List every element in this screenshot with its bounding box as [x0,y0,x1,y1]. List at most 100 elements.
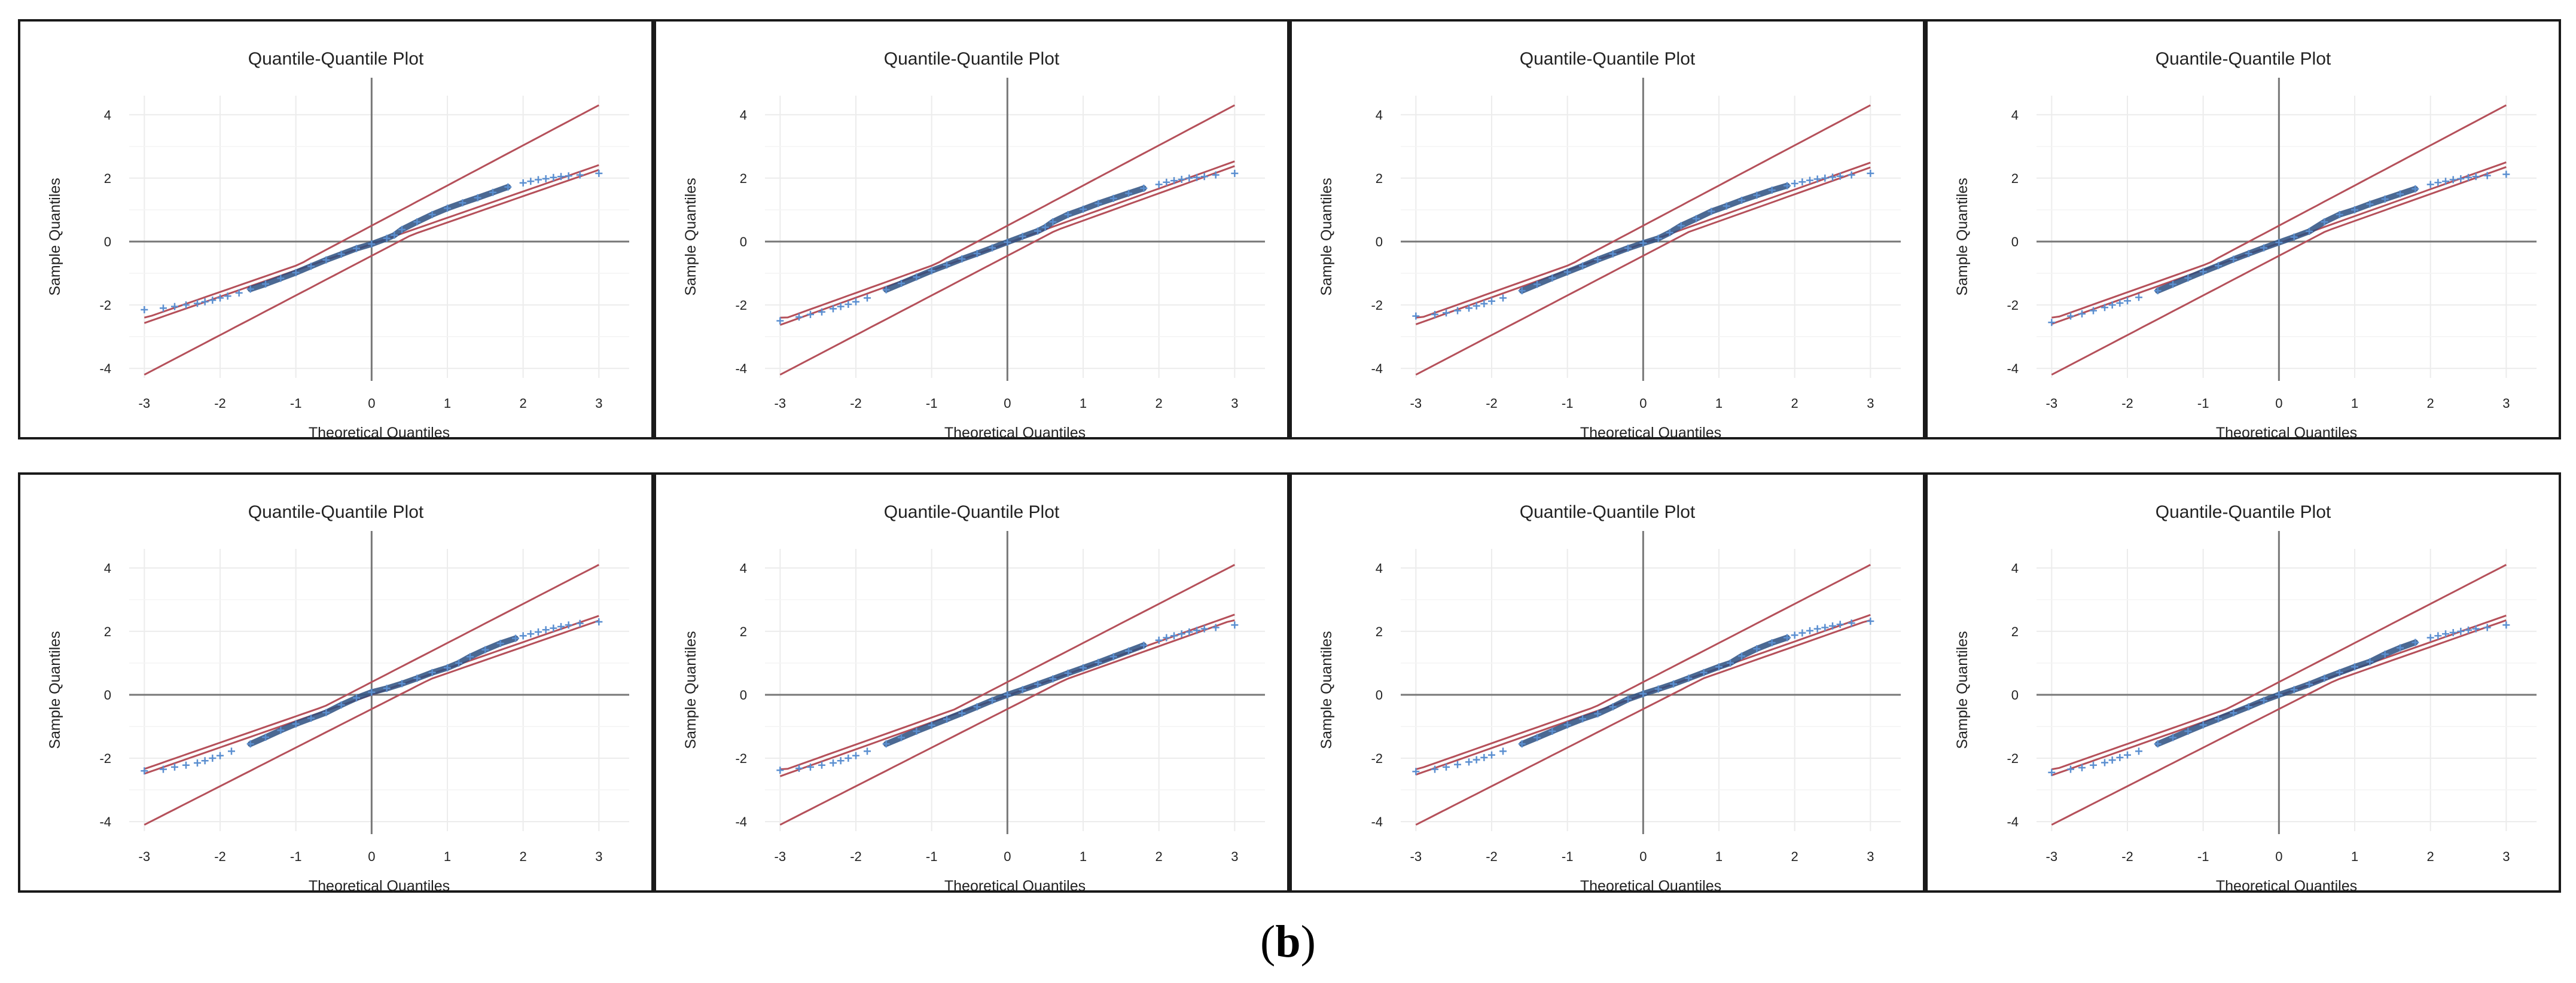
sample-point [1064,210,1072,218]
x-tick-label: 0 [1639,849,1647,864]
y-tick-label: -4 [735,814,747,829]
sample-point [830,759,837,767]
x-axis-label: Theoretical Quantiles [1580,425,1721,439]
y-tick-label: -4 [735,361,747,376]
sample-point [557,622,565,630]
y-tick-label: 0 [1376,234,1383,249]
sample-point [246,740,254,748]
sample-point [504,183,512,191]
sample-point [542,175,550,182]
x-tick-label: 3 [595,849,602,864]
sample-point [2108,301,2116,309]
x-tick-label: 0 [1004,396,1011,411]
sample-point [818,761,825,769]
sample-point [398,225,406,233]
y-tick-label: 0 [104,688,111,703]
sample-point [182,761,190,769]
sample-point [898,279,905,287]
sample-point [292,720,300,728]
sample-point [2412,639,2419,646]
sample-point [413,218,421,226]
sample-point [2101,304,2108,312]
x-tick-label: -3 [139,396,151,411]
sample-point [1140,184,1148,192]
sample-point [1041,224,1049,231]
y-axis-label: Sample Quantiles [47,178,63,295]
figure-caption-label: b [1275,917,1301,967]
sample-point [576,619,584,627]
sample-point [2154,287,2162,295]
chart-title: Quantile-Quantile Plot [884,49,1060,69]
x-axis-label: Theoretical Quantiles [309,878,450,893]
chart-title: Quantile-Quantile Plot [2156,49,2331,69]
qq-chart-svg: -3 -2 -1 0 1 2 3 -4 -2 0 2 4 Quantile-Quantile Plot T… [1925,19,2561,439]
sample-point [2306,680,2313,688]
sample-point [1454,761,1461,768]
sample-point [527,630,535,638]
y-tick-label: -2 [735,298,747,313]
sample-point [2124,751,2131,759]
sample-point [1768,639,1776,646]
x-tick-label: -1 [1562,849,1574,864]
sample-point [1185,174,1193,182]
x-tick-label: 3 [1867,396,1874,411]
sample-point [1488,297,1495,305]
sample-point [1738,652,1745,660]
confidence-band-lower [1415,166,1871,376]
sample-point [1454,307,1461,315]
sample-point [1499,294,1507,302]
x-tick-label: 0 [1639,396,1647,411]
x-tick-label: 0 [368,396,375,411]
x-tick-label: -2 [2121,396,2133,411]
y-tick-label: 4 [2011,108,2019,123]
confidence-band-lower [144,169,599,376]
sample-point [852,752,859,759]
y-axis-label: Sample Quantiles [1954,178,1971,295]
x-tick-label: 2 [520,849,527,864]
sample-point [2169,734,2176,741]
sample-point [368,688,376,696]
sample-point [1548,274,1556,282]
sample-point [1798,629,1806,637]
y-tick-label: -2 [1371,751,1383,766]
sample-point [973,703,981,711]
sample-point [1727,659,1734,667]
sample-point [1125,190,1132,197]
sample-point [2048,319,2056,326]
sample-point [194,300,201,307]
sample-point [2290,686,2298,694]
x-tick-label: -1 [1562,396,1574,411]
sample-point [489,188,496,196]
x-tick-label: 2 [1791,396,1798,411]
x-axis-label: Theoretical Quantiles [2216,425,2357,439]
y-tick-label: 2 [104,624,111,639]
y-tick-label: 4 [104,108,111,123]
sample-point [1231,621,1239,629]
sample-point [2426,181,2434,188]
chart-title: Quantile-Quantile Plot [1520,502,1696,522]
sample-point [2351,206,2358,213]
sample-point [519,179,527,187]
sample-point [2434,632,2442,640]
x-tick-label: -1 [926,396,938,411]
x-axis-label: Theoretical Quantiles [944,425,1086,439]
sample-point [141,306,148,313]
sample-point [322,256,330,264]
sample-point [2108,756,2116,764]
x-axis-label: Theoretical Quantiles [1580,878,1721,893]
sample-point [1821,174,1829,182]
confidence-band-upper [2051,564,2507,771]
sample-point [989,697,996,704]
sample-point [2449,176,2457,184]
x-tick-label: 0 [1004,849,1011,864]
sample-point [217,752,224,759]
sample-point [2442,630,2449,638]
sample-point [160,304,167,312]
sample-point [595,618,603,625]
sample-point [2090,761,2097,769]
sample-point [444,204,451,212]
sample-point [837,303,845,310]
x-tick-label: 2 [1156,849,1163,864]
sample-point [2124,297,2131,305]
sample-point [1768,187,1776,194]
